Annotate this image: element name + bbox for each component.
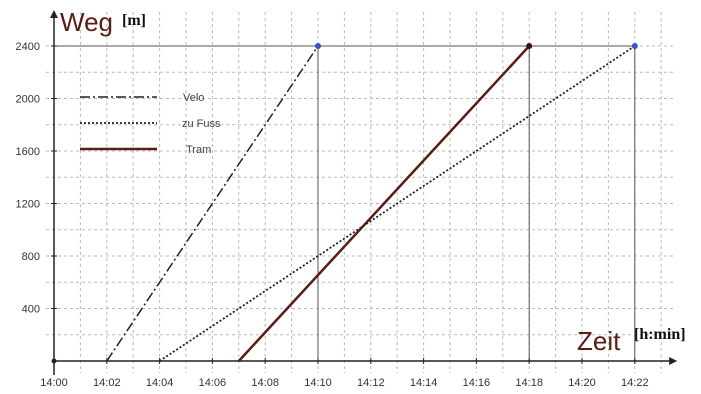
series-line-zu-fuss <box>159 45 636 362</box>
y-tick-labels: 400 800 1200 1600 2000 2400 <box>16 41 40 316</box>
x-tick-label: 14:12 <box>357 377 385 389</box>
series-line-tram <box>237 45 531 362</box>
x-tick-label: 14:20 <box>568 377 596 389</box>
x-tick-label: 14:10 <box>304 377 332 389</box>
x-axis-unit: [h:min] <box>634 326 686 343</box>
series-line-velo <box>106 45 319 362</box>
legend-label: Tram <box>186 144 211 156</box>
x-tick-label: 14:06 <box>199 377 227 389</box>
legend: Velo zu Fuss Tram <box>80 92 221 156</box>
endpoint-marker <box>631 43 638 49</box>
grid <box>46 12 676 373</box>
x-tick-label: 14:14 <box>410 377 438 389</box>
x-tick-labels: 14:00 14:02 14:04 14:06 14:08 14:10 14:12 14:14… <box>40 377 648 389</box>
x-tick-label: 14:08 <box>251 377 279 389</box>
y-tick-label: 400 <box>22 304 40 316</box>
legend-label: zu Fuss <box>182 118 221 130</box>
x-tick-label: 14:02 <box>93 377 121 389</box>
origin-point <box>51 358 57 364</box>
y-tick-label: 800 <box>22 251 40 263</box>
y-axis-title: Weg <box>60 7 113 37</box>
endpoint-guides <box>54 45 636 361</box>
x-tick-label: 14:22 <box>621 377 649 389</box>
x-tick-label: 14:04 <box>146 377 174 389</box>
endpoint-marker <box>315 43 321 49</box>
x-tick-label: 14:00 <box>40 377 68 389</box>
y-tick-label: 2000 <box>16 94 40 106</box>
axes <box>50 10 678 375</box>
x-tick-label: 14:18 <box>515 377 543 389</box>
y-tick-label: 1600 <box>16 146 40 158</box>
x-axis-title: Zeit <box>577 326 621 356</box>
series-lines <box>106 43 638 362</box>
legend-label: Velo <box>183 92 204 104</box>
y-axis-unit: [m] <box>122 12 146 29</box>
y-tick-label: 2400 <box>16 41 40 53</box>
y-axis-arrow <box>50 10 58 18</box>
y-tick-label: 1200 <box>16 199 40 211</box>
x-tick-label: 14:16 <box>463 377 491 389</box>
endpoint-marker <box>526 43 533 49</box>
x-axis-arrow <box>669 357 678 365</box>
